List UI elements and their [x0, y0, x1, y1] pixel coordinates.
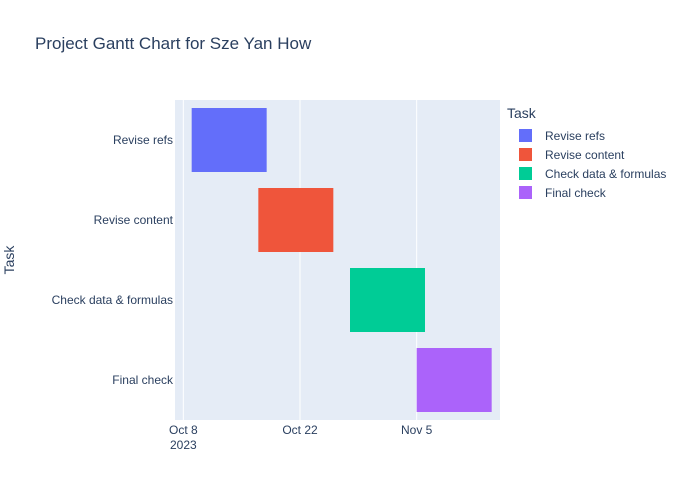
- chart-title: Project Gantt Chart for Sze Yan How: [35, 34, 312, 53]
- legend-swatch: [519, 148, 532, 161]
- legend-items: Revise refs Revise content Check data & fo…: [507, 126, 666, 202]
- legend-title: Task: [507, 105, 536, 121]
- legend-item[interactable]: Revise content: [507, 145, 666, 164]
- y-tick-label: Check data & formulas: [52, 293, 173, 307]
- legend-label: Revise content: [545, 147, 625, 162]
- legend-swatch: [519, 129, 532, 142]
- legend-item[interactable]: Check data & formulas: [507, 164, 666, 183]
- x-tick-sublabel: 2023: [170, 438, 197, 452]
- y-tick-label: Revise content: [94, 213, 174, 227]
- legend-item[interactable]: Final check: [507, 183, 666, 202]
- y-tick-label: Revise refs: [113, 133, 173, 147]
- legend: Task Revise refs Revise content Check data…: [507, 105, 666, 202]
- x-tick-label: Oct 8: [169, 423, 198, 437]
- x-tick-label: Oct 22: [282, 423, 318, 437]
- legend-label: Revise refs: [545, 128, 606, 143]
- legend-swatch: [519, 167, 532, 180]
- gantt-bar: [350, 268, 425, 332]
- legend-label: Check data & formulas: [545, 166, 667, 181]
- gantt-bar: [416, 348, 492, 412]
- gantt-bar: [258, 188, 334, 252]
- y-axis-title: Task: [1, 245, 17, 275]
- gantt-bar: [191, 108, 267, 172]
- x-tick-label: Nov 5: [401, 423, 433, 437]
- y-tick-labels: Revise refs Revise content Check data & fo…: [52, 133, 174, 387]
- legend-item[interactable]: Revise refs: [507, 126, 666, 145]
- y-tick-label: Final check: [112, 373, 174, 387]
- legend-swatch: [519, 186, 532, 199]
- legend-label: Final check: [545, 185, 606, 200]
- bars: [191, 108, 492, 412]
